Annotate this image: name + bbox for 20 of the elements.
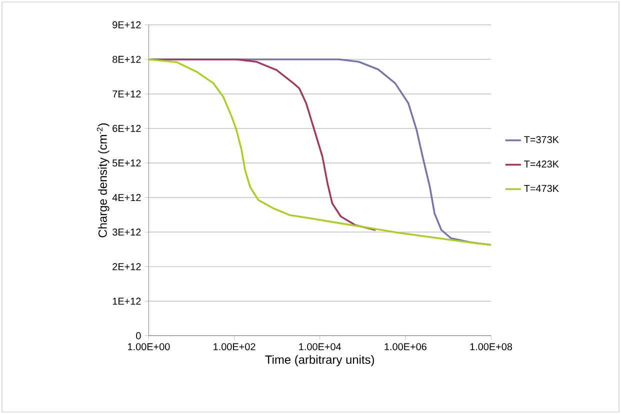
x-tick-label: 1.00E+08 bbox=[470, 343, 512, 350]
y-tick-label: 4E+12 bbox=[112, 194, 141, 202]
x-tick-label: 1.00E+02 bbox=[214, 343, 256, 350]
y-axis-title: Charge density (cm$^{-2}$) bbox=[96, 123, 110, 238]
legend-label: T=373K bbox=[524, 136, 559, 144]
x-axis-title: Time (arbitrary units) bbox=[265, 355, 374, 366]
y-tick-label: 5E+12 bbox=[112, 159, 141, 167]
y-tick-label: 3E+12 bbox=[112, 228, 141, 236]
y-tick-label: 1E+12 bbox=[112, 298, 141, 305]
y-tick-label: 9E+12 bbox=[112, 21, 141, 28]
x-tick-label: 1.00E+04 bbox=[299, 343, 342, 350]
legend-label: T=473K bbox=[524, 184, 559, 192]
y-tick-label: 7E+12 bbox=[112, 90, 141, 98]
x-tick-label: 1.00E+00 bbox=[128, 343, 170, 350]
y-tick-label: 6E+12 bbox=[112, 124, 141, 132]
legend-label: T=423K bbox=[524, 160, 559, 168]
y-tick-label: 8E+12 bbox=[112, 56, 141, 63]
x-tick-label: 1.00E+06 bbox=[384, 343, 426, 350]
y-tick-label: 0 bbox=[136, 332, 141, 340]
y-tick-label: 2E+12 bbox=[112, 263, 141, 270]
